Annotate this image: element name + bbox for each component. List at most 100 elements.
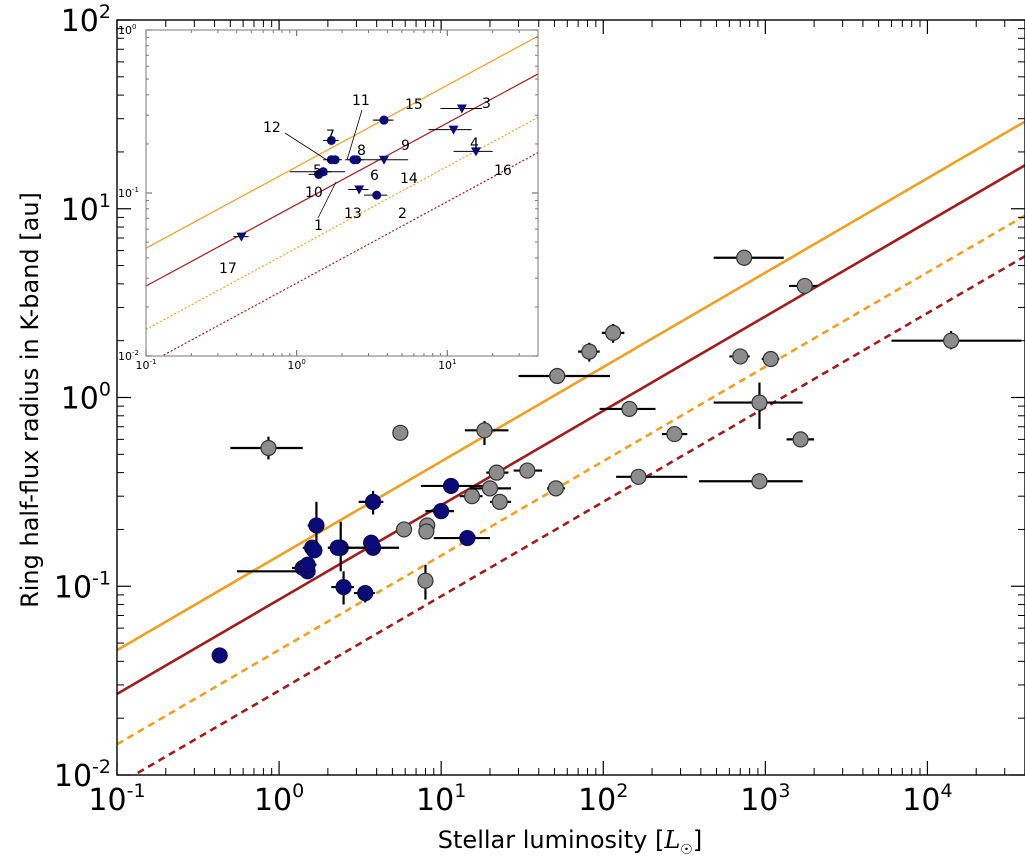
inset-point-7 xyxy=(323,135,339,145)
point-marker xyxy=(491,493,508,510)
data-point xyxy=(713,249,784,266)
inset-triangle-marker xyxy=(236,232,247,242)
data-point xyxy=(616,468,688,485)
inset-point-17 xyxy=(233,232,249,242)
inset-y-tick-label-1: 10-1 xyxy=(118,186,139,200)
point-marker xyxy=(211,647,228,664)
inset-clip-line-1 xyxy=(146,73,538,287)
y-axis-title: Ring half-flux radius in K-band [au] xyxy=(16,192,44,608)
point-marker xyxy=(463,488,481,505)
data-point xyxy=(354,584,375,603)
inset-y-tick-label-0: 10-2 xyxy=(118,349,139,363)
data-point xyxy=(459,488,483,505)
data-point xyxy=(786,431,815,448)
inset-triangle-marker xyxy=(448,125,459,135)
inset-point-11 xyxy=(327,155,342,165)
main-data-points xyxy=(211,249,1022,664)
main-x-tick-label-3: 102 xyxy=(578,780,628,818)
inset-x-tick-label-2: 101 xyxy=(438,358,456,372)
main-y-tick-label-1: 10-1 xyxy=(54,567,111,605)
inset-point-label-14: 14 xyxy=(400,171,418,187)
data-point xyxy=(305,542,323,559)
point-marker xyxy=(417,572,434,589)
data-point xyxy=(331,571,355,605)
inset-point-label-9: 9 xyxy=(401,138,410,154)
data-point xyxy=(486,464,509,481)
inset-point-12 xyxy=(313,167,332,177)
point-marker xyxy=(299,556,316,573)
point-marker xyxy=(751,473,768,490)
point-marker xyxy=(581,343,598,360)
inset-leader-line-11 xyxy=(346,109,363,161)
inset-circle-marker xyxy=(330,155,340,165)
point-marker xyxy=(308,517,325,534)
inset-point-label-5: 5 xyxy=(313,163,322,179)
data-point xyxy=(601,324,625,343)
data-point xyxy=(547,480,565,497)
inset-circle-marker xyxy=(318,167,328,177)
point-marker xyxy=(732,348,749,365)
point-marker xyxy=(442,477,460,495)
inset-point-label-2: 2 xyxy=(398,206,407,222)
data-point xyxy=(417,564,434,600)
point-marker xyxy=(549,367,566,385)
inset-triangle-marker xyxy=(456,104,467,114)
inset-data-points xyxy=(233,104,493,242)
main-x-tick-label-5: 104 xyxy=(902,780,952,818)
point-marker xyxy=(943,332,960,349)
main-y-tick-label-3: 101 xyxy=(61,190,111,228)
point-marker xyxy=(666,425,683,443)
point-marker xyxy=(260,439,277,457)
data-point xyxy=(699,473,803,490)
main-y-tick-label-4: 102 xyxy=(61,1,111,39)
inset-point-label-7: 7 xyxy=(326,128,335,144)
inset-leader-line-12 xyxy=(284,132,331,163)
point-marker xyxy=(476,422,493,439)
inset-circle-marker xyxy=(326,135,336,145)
main-x-tick-label-0: 10-1 xyxy=(88,780,145,818)
inset-point-label-1: 1 xyxy=(314,218,323,234)
inset-circle-marker xyxy=(372,190,382,200)
inset-y-tick-label-2: 100 xyxy=(118,23,136,37)
inset-point-label-3: 3 xyxy=(482,96,491,112)
inset-circle-marker xyxy=(379,115,389,125)
point-marker xyxy=(604,324,622,341)
inset-model-lines xyxy=(146,35,538,356)
inset-point-3 xyxy=(440,104,483,114)
inset-point-13 xyxy=(348,185,369,195)
main-x-tick-label-1: 100 xyxy=(254,780,304,818)
data-point xyxy=(518,367,610,385)
inset-point-16 xyxy=(453,147,493,157)
data-point xyxy=(469,480,512,497)
point-marker xyxy=(306,542,323,559)
data-point xyxy=(425,503,455,520)
main-x-tick-label-4: 103 xyxy=(740,780,790,818)
inset-x-tick-label-0: 10-1 xyxy=(136,358,157,372)
inset-point-label-11: 11 xyxy=(352,93,370,109)
main-y-tick-label-0: 10-2 xyxy=(54,756,111,794)
point-marker xyxy=(519,462,536,479)
inset-point-2 xyxy=(364,190,388,200)
data-point xyxy=(891,331,1022,350)
inset-point-4 xyxy=(428,125,472,135)
inset-point-label-10: 10 xyxy=(305,185,323,201)
data-point xyxy=(661,425,688,443)
data-point xyxy=(420,477,487,495)
point-marker xyxy=(547,480,564,497)
data-point xyxy=(713,382,803,430)
data-point xyxy=(433,529,490,547)
point-marker xyxy=(621,400,638,418)
point-marker xyxy=(630,468,647,485)
point-marker xyxy=(335,578,352,596)
data-point xyxy=(578,342,600,362)
point-marker xyxy=(364,493,382,510)
inset-circle-marker xyxy=(349,155,359,165)
inset-x-tick-label-1: 100 xyxy=(287,358,305,372)
inset-triangle-marker xyxy=(354,185,365,195)
data-point xyxy=(307,501,325,548)
inset-point-label-17: 17 xyxy=(219,261,237,277)
inset-triangle-marker xyxy=(470,147,481,157)
inset-point-label-8: 8 xyxy=(357,143,366,159)
